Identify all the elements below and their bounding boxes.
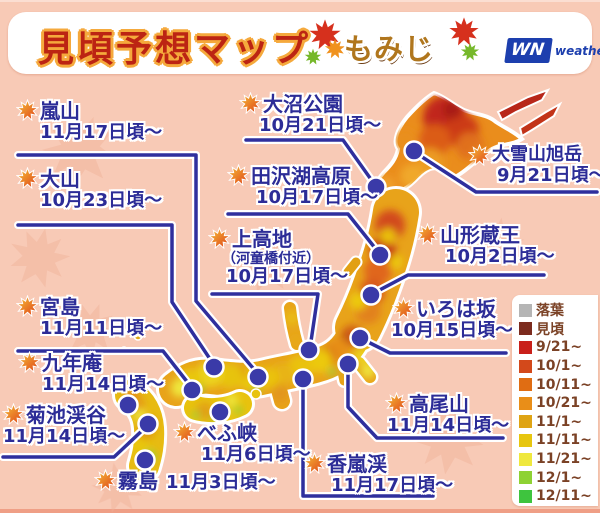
legend-item: 12/11~ <box>519 487 598 506</box>
maple-leaf-icon <box>304 48 322 65</box>
legend-swatch <box>519 359 532 373</box>
legend-swatch <box>519 489 532 503</box>
dot-kamikochi <box>298 339 320 361</box>
dot-onuma <box>365 176 387 198</box>
maple-leaf-icon <box>173 421 196 443</box>
dot-miyajima <box>181 379 203 401</box>
connector-zao <box>370 273 546 296</box>
legend-item: 10/1~ <box>519 357 598 376</box>
legend-swatch <box>519 396 532 410</box>
page-title: 見頃予想マップ <box>38 29 312 70</box>
dot-kikuchi <box>137 413 159 435</box>
label-daisen: 大山 10月23日頃～ <box>16 167 162 212</box>
momiji-tag: もみじ <box>344 32 435 66</box>
label-miyajima: 宮島 11月11日頃～ <box>16 295 162 340</box>
connector-miyajima <box>16 349 194 390</box>
maple-leaf-icon <box>460 42 480 61</box>
wn-logo-text: weathernews <box>554 43 600 58</box>
connector-arashiyama <box>16 153 260 376</box>
maple-leaf-icon <box>227 164 250 186</box>
legend-item: 11/21~ <box>519 450 598 469</box>
connector-irohazaka <box>360 337 508 355</box>
dot-kirishima <box>134 449 156 471</box>
connector-daisetsuzan <box>414 151 599 194</box>
legend-item: 12/1~ <box>519 468 598 487</box>
header-bar: 見頃予想マップ もみじ WN weathernews <box>8 12 600 74</box>
maple-leaf-icon <box>2 403 25 425</box>
label-kamikochi: 上高地 （河童橋付近） 10月17日頃～ <box>208 227 348 288</box>
connector-tazawako <box>226 212 381 255</box>
maple-leaf-icon <box>16 295 39 317</box>
dot-tazawako <box>369 244 391 266</box>
label-korankei: 香嵐渓 11月17日頃～ <box>303 452 453 497</box>
wn-logo-mark: WN <box>504 38 553 63</box>
connector-kamikochi <box>210 292 320 350</box>
maple-leaf-icon <box>18 351 41 373</box>
maple-leaf-icon <box>94 469 117 491</box>
kuril-islands <box>496 88 563 138</box>
legend-item: 11/1~ <box>519 413 598 432</box>
legend-item: 9/21~ <box>519 338 598 357</box>
legend-swatch <box>519 415 532 429</box>
connector-takaosan <box>346 364 505 440</box>
legend-item: 10/21~ <box>519 394 598 413</box>
maple-leaf-icon <box>303 452 326 474</box>
label-zao: 山形蔵王 10月2日頃～ <box>416 223 555 268</box>
dot-kunenan <box>117 394 139 416</box>
legend-swatch <box>519 433 532 447</box>
dot-zao <box>360 284 382 306</box>
maple-leaf-icon <box>239 92 262 114</box>
maple-leaf-icon <box>16 99 39 121</box>
connector-onuma <box>244 138 377 187</box>
weathernews-logo: WN weathernews <box>504 38 600 63</box>
label-kirishima: 霧島 11月3日頃～ <box>94 469 276 494</box>
dot-daisetsuzan <box>403 140 425 162</box>
label-kikuchi: 菊池渓谷 11月14日頃～ <box>2 403 126 447</box>
label-takaosan: 高尾山 11月14日頃～ <box>385 392 510 436</box>
maple-leaf-icon <box>16 167 39 189</box>
legend-swatch <box>519 378 532 392</box>
dot-irohazaka <box>349 327 371 349</box>
legend-item: 11/11~ <box>519 431 598 450</box>
legend-item: 見頃 <box>519 320 598 339</box>
label-befukyo: べふ峡 11月6日頃～ <box>173 421 311 466</box>
connector-lines <box>1 138 599 498</box>
connector-korankei <box>301 379 435 498</box>
legend-item: 10/11~ <box>519 375 598 394</box>
maple-leaf-icon <box>208 227 231 249</box>
label-irohazaka: いろは坂 10月15日頃～ <box>391 297 514 341</box>
legend-swatch <box>519 452 532 466</box>
dot-arashiyama <box>247 366 269 388</box>
label-tazawako: 田沢湖高原 10月17日頃～ <box>227 164 378 209</box>
label-kunenan: 九年庵 11月14日頃～ <box>18 351 164 396</box>
maple-leaf-icon <box>392 297 415 319</box>
dot-daisen <box>203 356 225 378</box>
dot-korankei <box>292 368 314 390</box>
connector-kikuchi <box>1 424 149 459</box>
legend-panel: 落葉 見頃 9/21~ 10/1~ 10/11~ 10/21~ 11/1~ 11… <box>512 295 598 506</box>
label-daisetsuzan: 大雪山旭岳 9月21日頃～ <box>468 144 600 186</box>
maple-leaf-icon <box>468 144 491 166</box>
legend-swatch <box>519 471 532 485</box>
dot-befukyo <box>209 401 231 423</box>
maple-leaf-icon <box>385 392 408 414</box>
location-dots <box>117 140 425 471</box>
connector-daisen <box>16 223 216 367</box>
maple-leaf-icon <box>324 38 346 59</box>
legend-swatch <box>519 340 532 354</box>
dot-takaosan <box>337 353 359 375</box>
label-arashiyama: 嵐山 11月17日頃～ <box>16 99 162 144</box>
maple-leaf-icon <box>416 223 439 245</box>
label-onuma: 大沼公園 10月21日頃～ <box>239 92 381 137</box>
legend-swatch <box>519 303 532 317</box>
legend-item: 落葉 <box>519 301 598 320</box>
legend-swatch <box>519 322 532 336</box>
